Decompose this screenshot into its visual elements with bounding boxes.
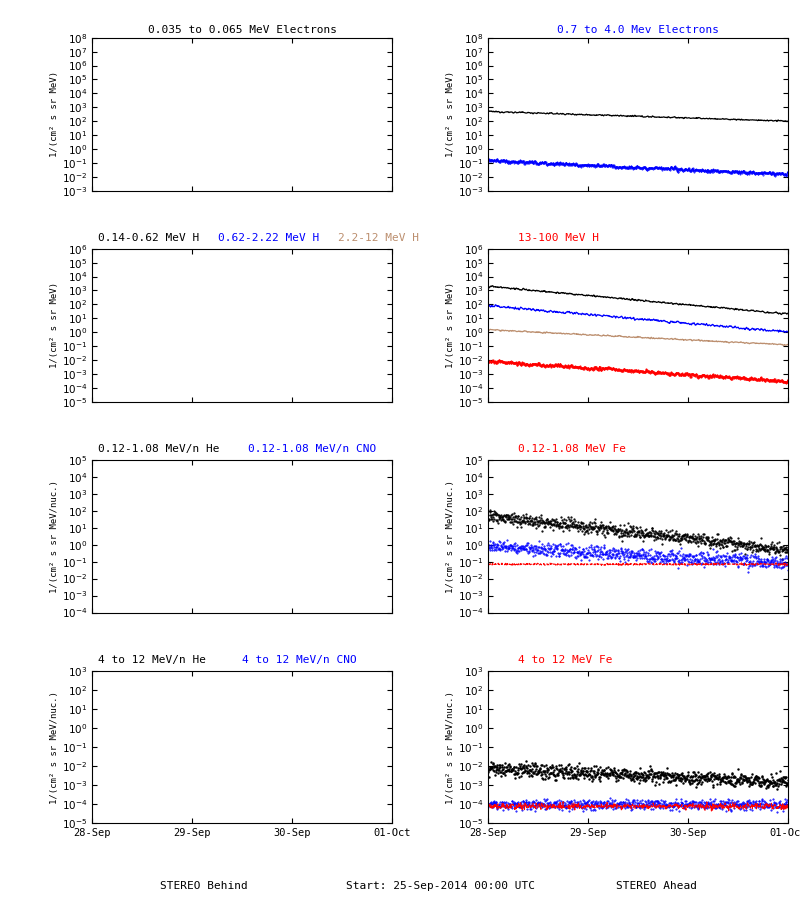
Text: 0.12-1.08 MeV/n He: 0.12-1.08 MeV/n He	[98, 444, 219, 454]
Y-axis label: 1/(cm² s sr MeV): 1/(cm² s sr MeV)	[446, 283, 454, 368]
Y-axis label: 1/(cm² s sr MeV): 1/(cm² s sr MeV)	[446, 71, 455, 158]
Text: STEREO Behind: STEREO Behind	[160, 881, 248, 891]
Text: 0.14-0.62 MeV H: 0.14-0.62 MeV H	[98, 232, 199, 243]
Text: 0.62-2.22 MeV H: 0.62-2.22 MeV H	[218, 232, 319, 243]
Text: 4 to 12 MeV/n CNO: 4 to 12 MeV/n CNO	[242, 654, 357, 664]
Text: 0.12-1.08 MeV Fe: 0.12-1.08 MeV Fe	[518, 444, 626, 454]
Text: 4 to 12 MeV/n He: 4 to 12 MeV/n He	[98, 654, 206, 664]
Text: 0.7 to 4.0 Mev Electrons: 0.7 to 4.0 Mev Electrons	[557, 24, 719, 35]
Text: 0.12-1.08 MeV/n CNO: 0.12-1.08 MeV/n CNO	[248, 444, 376, 454]
Y-axis label: 1/(cm² s sr MeV/nuc.): 1/(cm² s sr MeV/nuc.)	[446, 480, 454, 592]
Text: Start: 25-Sep-2014 00:00 UTC: Start: 25-Sep-2014 00:00 UTC	[346, 881, 534, 891]
Text: 4 to 12 MeV Fe: 4 to 12 MeV Fe	[518, 654, 613, 664]
Text: 0.035 to 0.065 MeV Electrons: 0.035 to 0.065 MeV Electrons	[147, 24, 337, 35]
Text: STEREO Ahead: STEREO Ahead	[615, 881, 697, 891]
Y-axis label: 1/(cm² s sr MeV/nuc.): 1/(cm² s sr MeV/nuc.)	[50, 480, 58, 592]
Y-axis label: 1/(cm² s sr MeV/nuc.): 1/(cm² s sr MeV/nuc.)	[50, 690, 58, 804]
Text: 2.2-12 MeV H: 2.2-12 MeV H	[338, 232, 419, 243]
Y-axis label: 1/(cm² s sr MeV): 1/(cm² s sr MeV)	[50, 71, 59, 158]
Y-axis label: 1/(cm² s sr MeV): 1/(cm² s sr MeV)	[50, 283, 58, 368]
Text: 13-100 MeV H: 13-100 MeV H	[518, 232, 599, 243]
Y-axis label: 1/(cm² s sr MeV/nuc.): 1/(cm² s sr MeV/nuc.)	[446, 690, 454, 804]
